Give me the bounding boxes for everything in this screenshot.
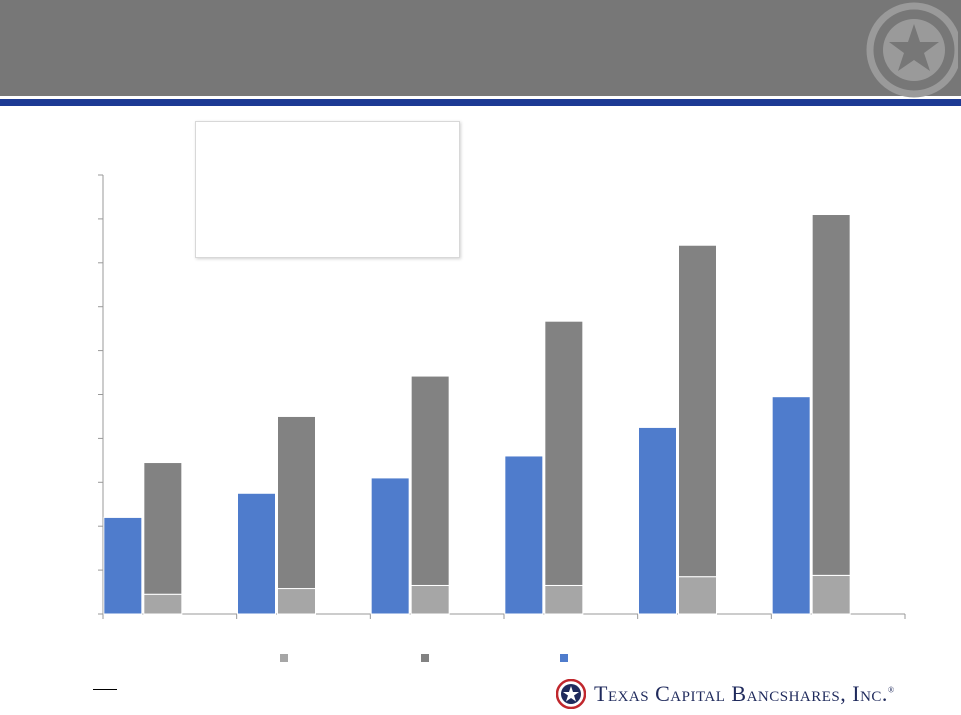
legend-item-series-c [280, 651, 288, 665]
bar-series-b-3 [544, 320, 584, 586]
bar-series-b-2 [410, 375, 450, 586]
bar-series-b-1 [277, 415, 316, 590]
legend-swatch [280, 654, 288, 662]
bar-series-b-5 [811, 214, 851, 576]
bar-series-c-5 [811, 574, 851, 615]
star-seal-icon [556, 679, 586, 709]
bar-series-c-2 [410, 584, 450, 615]
bar-series-a-3 [504, 455, 544, 615]
bar-series-a-0 [103, 516, 143, 615]
legend-item-series-b [421, 651, 429, 665]
bar-series-a-2 [370, 477, 410, 615]
chart-legend-box [195, 121, 460, 258]
company-logo: Texas Capital Bancshares, Inc.® [556, 677, 895, 711]
bar-series-a-5 [771, 396, 811, 615]
logo-text-label: Texas Capital Bancshares, Inc. [594, 681, 888, 706]
bar-series-c-3 [544, 584, 584, 615]
bar-series-b-0 [143, 462, 183, 595]
header-rule [0, 99, 961, 106]
legend-item-series-a [560, 651, 568, 665]
logo-text: Texas Capital Bancshares, Inc.® [594, 681, 895, 707]
legend-swatch [560, 654, 568, 662]
bar-series-a-4 [638, 426, 677, 615]
legend-swatch [421, 654, 429, 662]
star-seal-icon [866, 2, 958, 98]
header-band [0, 0, 961, 96]
bar-series-b-4 [678, 244, 717, 578]
bar-series-c-0 [143, 593, 183, 615]
bar-series-a-1 [237, 492, 276, 615]
bar-series-c-4 [678, 576, 717, 615]
footnote-rule [93, 689, 117, 690]
bar-series-c-1 [277, 588, 316, 615]
registered-mark: ® [887, 685, 895, 695]
